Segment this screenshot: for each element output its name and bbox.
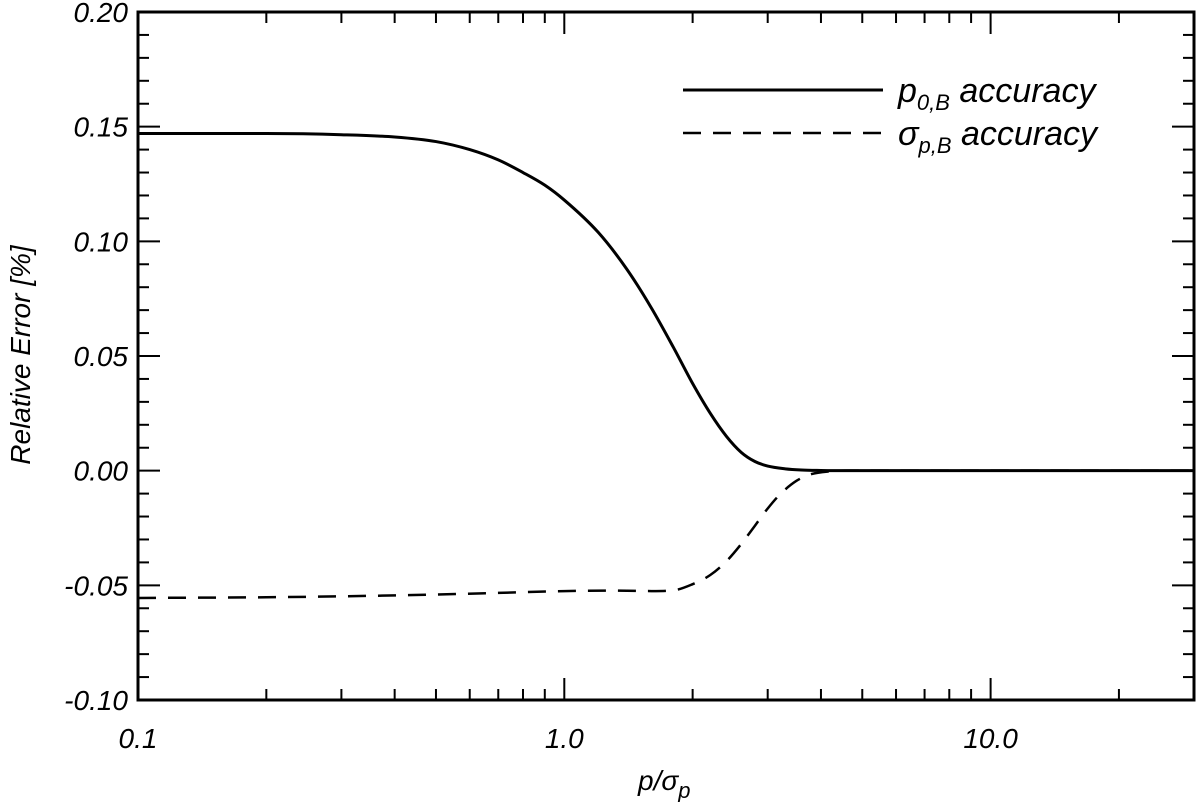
legend-label-solid: p0,B accuracy bbox=[897, 72, 1097, 115]
tick-labels: 0.1 1.0 10.0 -0.10 -0.05 0.00 0.05 0.10 0.15 0.20 bbox=[64, 0, 1018, 754]
y-tick-label: 0.10 bbox=[74, 226, 129, 257]
x-axis-title: p/σp bbox=[637, 765, 691, 802]
y-tick-label: 0.05 bbox=[74, 341, 129, 372]
y-tick-label: 0.00 bbox=[74, 456, 129, 487]
series-line-p0-b bbox=[138, 132, 1194, 473]
y-tick-label: 0.20 bbox=[74, 0, 129, 28]
y-tick-label: 0.15 bbox=[74, 112, 129, 143]
series-line-sigma-p-b bbox=[137, 469, 1194, 600]
x-tick-label: 1.0 bbox=[545, 723, 584, 754]
y-tick-label: -0.05 bbox=[64, 570, 128, 601]
y-axis-title: Relative Error [%] bbox=[5, 244, 36, 465]
legend-label-dashed: σp,B accuracy bbox=[898, 115, 1099, 158]
series-lines bbox=[137, 132, 1194, 600]
ticks bbox=[137, 11, 1195, 701]
x-tick-label: 10.0 bbox=[963, 723, 1018, 754]
x-tick-label: 0.1 bbox=[119, 723, 158, 754]
y-tick-label: -0.10 bbox=[64, 685, 128, 716]
legend: p0,B accuracy σp,B accuracy bbox=[683, 72, 1099, 158]
